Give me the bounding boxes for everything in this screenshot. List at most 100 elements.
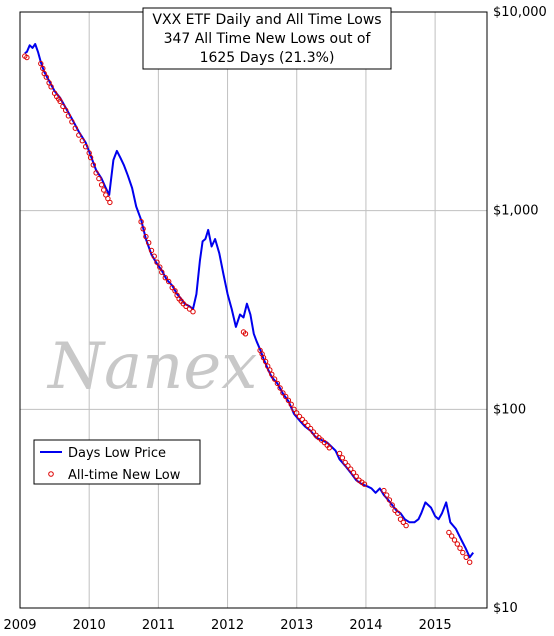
new-low-marker bbox=[86, 150, 92, 156]
new-low-marker bbox=[138, 219, 144, 225]
new-low-marker bbox=[69, 119, 75, 125]
new-low-marker bbox=[269, 371, 275, 377]
new-low-marker bbox=[400, 519, 406, 525]
new-low-marker bbox=[24, 54, 30, 61]
new-low-marker bbox=[98, 182, 105, 188]
new-low-marker bbox=[83, 144, 89, 150]
new-low-marker bbox=[57, 98, 63, 105]
new-low-marker bbox=[310, 429, 316, 435]
new-low-marker bbox=[454, 541, 460, 547]
new-low-marker bbox=[451, 537, 458, 543]
new-low-marker bbox=[296, 413, 303, 420]
x-tick-label: 2012 bbox=[211, 618, 244, 633]
x-axis-tick-labels: 2009 2010 2011 2012 2013 2014 2015 bbox=[3, 618, 451, 633]
new-low-markers bbox=[22, 53, 473, 565]
new-low-marker bbox=[285, 397, 292, 403]
new-low-marker bbox=[339, 455, 346, 461]
nanex-watermark: Nanex bbox=[46, 330, 257, 404]
new-low-marker bbox=[101, 187, 107, 193]
new-low-marker bbox=[166, 278, 172, 285]
new-low-marker bbox=[342, 459, 348, 466]
new-low-marker bbox=[280, 390, 286, 396]
new-low-marker bbox=[294, 410, 300, 416]
x-tick-label: 2015 bbox=[419, 618, 452, 633]
new-low-marker bbox=[446, 529, 452, 536]
new-low-marker bbox=[463, 554, 469, 560]
new-low-marker bbox=[336, 450, 343, 457]
new-low-marker bbox=[288, 401, 294, 407]
new-low-marker bbox=[172, 288, 178, 294]
new-low-marker bbox=[271, 376, 278, 382]
new-low-marker bbox=[353, 473, 359, 479]
new-low-marker bbox=[79, 138, 86, 144]
new-low-marker bbox=[307, 425, 314, 432]
new-low-marker bbox=[386, 497, 393, 503]
x-tick-label: 2010 bbox=[73, 618, 106, 633]
new-low-marker bbox=[93, 170, 99, 176]
new-low-marker bbox=[326, 445, 332, 451]
new-low-marker bbox=[392, 507, 398, 514]
new-low-marker bbox=[361, 481, 368, 487]
new-low-marker bbox=[65, 113, 72, 119]
new-low-marker bbox=[345, 463, 351, 469]
new-low-marker bbox=[403, 522, 409, 529]
new-low-marker bbox=[157, 264, 163, 270]
legend-label-days-low: Days Low Price bbox=[68, 446, 166, 461]
new-low-marker bbox=[302, 419, 308, 425]
new-low-marker bbox=[154, 259, 160, 265]
new-low-marker bbox=[299, 416, 305, 423]
new-low-marker bbox=[151, 253, 157, 259]
new-low-marker bbox=[140, 226, 146, 232]
new-low-marker bbox=[148, 247, 155, 254]
new-low-marker bbox=[87, 154, 94, 161]
new-low-marker bbox=[38, 60, 44, 67]
legend-swatch-marker bbox=[48, 471, 54, 477]
legend-frame bbox=[33, 439, 201, 485]
x-tick-label: 2014 bbox=[349, 618, 382, 633]
new-low-marker bbox=[143, 233, 149, 240]
chart-title-line-1: VXX ETF Daily and All Time Lows bbox=[152, 12, 381, 28]
legend-label-new-low: All-time New Low bbox=[68, 468, 181, 483]
y-tick-label: $1,000 bbox=[493, 204, 539, 219]
chart-title-line-3: 1625 Days (21.3%) bbox=[200, 50, 335, 66]
x-tick-label: 2013 bbox=[280, 618, 313, 633]
new-low-marker bbox=[146, 240, 152, 246]
y-axis-tick-labels: $10,000 $1,000 $100 $10 bbox=[493, 5, 547, 616]
new-low-marker bbox=[397, 516, 404, 522]
y-tick-label: $10 bbox=[493, 601, 518, 616]
new-low-marker bbox=[43, 74, 49, 80]
new-low-marker bbox=[162, 275, 169, 281]
new-low-marker bbox=[274, 380, 281, 387]
new-low-marker bbox=[60, 103, 66, 110]
y-tick-label: $100 bbox=[493, 402, 526, 417]
new-low-marker bbox=[72, 125, 79, 131]
new-low-marker bbox=[267, 367, 273, 373]
new-low-marker bbox=[62, 107, 69, 114]
new-low-marker bbox=[40, 65, 46, 72]
new-low-marker bbox=[467, 559, 473, 565]
x-tick-label: 2011 bbox=[142, 618, 175, 633]
new-low-marker bbox=[305, 422, 311, 429]
new-low-marker bbox=[190, 309, 196, 315]
chart-title-line-2: 347 All Time New Lows out of bbox=[164, 31, 372, 47]
title-box: VXX ETF Daily and All Time Lows 347 All … bbox=[142, 7, 392, 70]
new-low-marker bbox=[384, 492, 390, 498]
new-low-marker bbox=[291, 406, 297, 412]
new-low-marker bbox=[76, 132, 82, 138]
new-low-marker bbox=[460, 549, 466, 556]
new-low-marker bbox=[457, 545, 463, 551]
new-low-marker bbox=[183, 303, 189, 309]
new-low-marker bbox=[90, 162, 97, 168]
new-low-marker bbox=[242, 331, 249, 337]
y-tick-label: $10,000 bbox=[493, 5, 547, 20]
new-low-marker bbox=[283, 393, 289, 400]
new-low-marker bbox=[186, 306, 193, 312]
new-low-marker bbox=[348, 466, 354, 472]
x-tick-label: 2009 bbox=[3, 618, 36, 633]
new-low-marker bbox=[48, 84, 54, 90]
new-low-marker bbox=[449, 533, 455, 539]
new-low-marker bbox=[395, 510, 401, 516]
new-low-marker bbox=[381, 487, 387, 494]
